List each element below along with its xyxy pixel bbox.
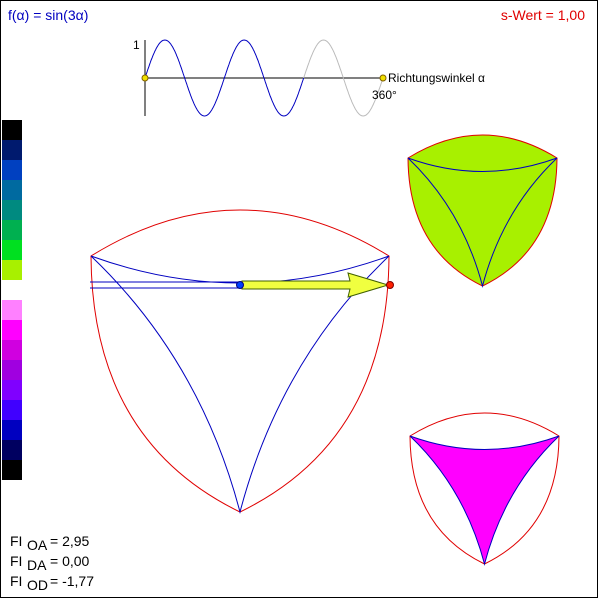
swatch[interactable]: [2, 380, 22, 400]
readout-symbol: FI: [10, 553, 22, 569]
swatch[interactable]: [2, 420, 22, 440]
readout-sub: OD: [27, 577, 48, 593]
readouts: FI OA = 2,95 FI DA = 0,00 FI OD = -1,77: [10, 533, 94, 593]
s-value: s-Wert = 1,00: [501, 7, 585, 23]
arrow: [241, 272, 390, 298]
graph-x-end: 360°: [372, 88, 397, 102]
readout-symbol: FI: [10, 573, 22, 589]
graph-x-label: Richtungswinkel α: [388, 71, 485, 85]
swatch[interactable]: [2, 160, 22, 180]
readout-value: = -1,77: [50, 573, 94, 589]
point[interactable]: [236, 281, 244, 289]
point[interactable]: [386, 281, 394, 289]
readout-sub: DA: [27, 557, 47, 573]
swatch[interactable]: [2, 360, 22, 380]
shape-inner-fill: [409, 412, 560, 565]
handle[interactable]: [141, 74, 149, 82]
swatch[interactable]: [2, 140, 22, 160]
shape-outer-fill: [407, 134, 558, 287]
swatch[interactable]: [2, 320, 22, 340]
swatch[interactable]: [2, 180, 22, 200]
outer-curve: [90, 209, 390, 513]
readout-value: = 2,95: [50, 533, 90, 549]
swatch[interactable]: [2, 340, 22, 360]
swatch[interactable]: [2, 120, 22, 140]
graph-y-label: 1: [133, 38, 140, 52]
swatch[interactable]: [2, 220, 22, 240]
readout-value: = 0,00: [50, 553, 90, 569]
swatch[interactable]: [2, 260, 22, 280]
sine-curve: [303, 39, 384, 117]
swatch[interactable]: [2, 200, 22, 220]
handle[interactable]: [379, 74, 387, 82]
formula: f(α) = sin(3α): [8, 7, 88, 23]
readout-sub: OA: [27, 537, 48, 553]
swatch[interactable]: [2, 240, 22, 260]
swatch[interactable]: [2, 300, 22, 320]
readout-symbol: FI: [10, 533, 22, 549]
sine-curve: [144, 39, 305, 117]
swatch[interactable]: [2, 400, 22, 420]
swatch[interactable]: [2, 440, 22, 460]
swatch[interactable]: [2, 460, 22, 480]
